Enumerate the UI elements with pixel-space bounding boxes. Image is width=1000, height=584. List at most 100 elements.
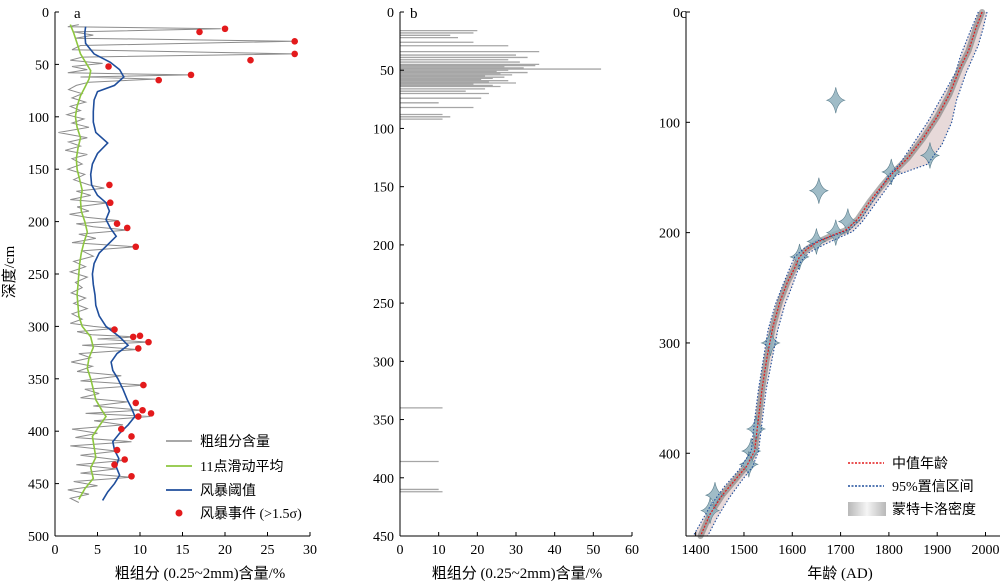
legend-label-threshold: 风暴阈值 bbox=[200, 483, 256, 499]
panel-b-x-tick-label: 30 bbox=[509, 543, 523, 558]
series-line-threshold bbox=[83, 26, 136, 501]
storm-event-point bbox=[291, 38, 299, 45]
panel-a-y-tick-label: 500 bbox=[28, 530, 49, 545]
legend-label-ci: 95%置信区间 bbox=[892, 479, 974, 495]
storm-event-point bbox=[247, 56, 254, 64]
panel-c-x-tick-label: 1400 bbox=[682, 543, 710, 558]
panel-a-x-tick-label: 15 bbox=[176, 543, 190, 558]
date-sample-shape bbox=[825, 87, 846, 114]
date-sample-shape bbox=[825, 219, 846, 246]
panel-c-lines bbox=[692, 11, 988, 537]
panel-a-y-tick-label: 300 bbox=[28, 320, 49, 335]
storm-event-point bbox=[291, 50, 299, 58]
panel-a-y-tick-label: 0 bbox=[42, 6, 49, 21]
storm-event-point bbox=[121, 456, 128, 463]
storm-event-point bbox=[111, 461, 118, 469]
panel-c-x-tick-label: 1900 bbox=[923, 543, 951, 558]
storm-event-point bbox=[113, 220, 121, 227]
panel-a-y-tick-label: 100 bbox=[28, 111, 49, 126]
panel-a-y-tick-label: 150 bbox=[28, 163, 49, 178]
panel-a-legend: 粗组分含量 11点滑动平均 风暴阈值 风暴事件 (>1.5σ) bbox=[166, 434, 302, 522]
panel-c-y-tick-label: 0 bbox=[673, 6, 680, 21]
panel-c-x-tick-label: 1700 bbox=[827, 543, 855, 558]
panel-a-series bbox=[58, 24, 294, 503]
storm-event-point bbox=[132, 243, 140, 251]
storm-event-point bbox=[139, 406, 146, 414]
panel-c-y-tick-label: 300 bbox=[659, 337, 680, 352]
legend-label-moving-avg: 11点滑动平均 bbox=[200, 458, 283, 475]
panel-b-x-tick-label: 20 bbox=[470, 543, 484, 558]
panel-b-xlabel: 粗组分 (0.25~2mm)含量/% bbox=[432, 565, 603, 582]
panel-b-x-tick-label: 0 bbox=[397, 543, 404, 558]
panel-c-x-tick-label: 1600 bbox=[778, 543, 806, 558]
panel-c-y-tick-label: 400 bbox=[659, 447, 680, 462]
panel-a-xlabel: 粗组分 (0.25~2mm)含量/% bbox=[115, 565, 286, 582]
storm-event-point bbox=[155, 76, 162, 84]
date-sample-shape bbox=[837, 208, 858, 235]
storm-event-point bbox=[128, 472, 135, 480]
ci-lower-line bbox=[692, 11, 979, 537]
date-sample-shape bbox=[745, 415, 767, 443]
legend-label-median: 中值年龄 bbox=[892, 456, 948, 472]
date-sample-shape bbox=[808, 177, 829, 204]
panel-a-x-tick-label: 10 bbox=[133, 543, 147, 558]
panel-c-x-tick-label: 2000 bbox=[972, 543, 1000, 558]
panel-b-x-tick-label: 50 bbox=[586, 543, 600, 558]
storm-event-point bbox=[118, 425, 125, 433]
storm-event-point bbox=[111, 326, 118, 333]
panel-b-y-tick-label: 350 bbox=[373, 414, 394, 429]
panel-b-y-tick-label: 150 bbox=[373, 181, 394, 196]
storm-event-point bbox=[147, 410, 155, 417]
storm-event-point bbox=[221, 25, 229, 33]
panel-b-y-tick-label: 400 bbox=[373, 472, 394, 487]
date-sample-shape bbox=[738, 451, 759, 478]
panel-b: 0 10 20 30 40 50 60 0 50 100 150 200 250 300 350 400 450… bbox=[373, 6, 639, 582]
storm-event-point bbox=[136, 332, 144, 340]
series-line-moving-avg bbox=[69, 24, 107, 500]
panel-c-label: c bbox=[680, 6, 687, 22]
panel-a-label: a bbox=[74, 6, 81, 22]
median-age-line bbox=[699, 11, 983, 537]
panel-b-x-tick-label: 10 bbox=[432, 543, 446, 558]
storm-event-point bbox=[196, 28, 203, 36]
storm-event-point bbox=[106, 181, 113, 189]
panel-a-ylabel: 深度/cm bbox=[1, 245, 18, 298]
panel-c-legend: 中值年龄 95%置信区间 蒙特卡洛密度 bbox=[848, 456, 976, 518]
storm-event-point bbox=[140, 381, 147, 389]
storm-event-point bbox=[135, 413, 142, 420]
storm-event-point bbox=[123, 224, 131, 232]
storm-event-point bbox=[105, 63, 112, 70]
legend-label-density: 蒙特卡洛密度 bbox=[892, 501, 976, 518]
panel-c-y-tick-label: 100 bbox=[659, 116, 680, 131]
panel-c-x-tick-label: 1800 bbox=[875, 543, 903, 558]
date-sample-shape bbox=[700, 497, 721, 524]
ci-upper-line bbox=[707, 11, 988, 537]
date-sample-shape bbox=[919, 142, 941, 169]
date-sample-shape bbox=[881, 158, 902, 186]
panel-a-y-tick-label: 400 bbox=[28, 425, 49, 440]
panel-b-y-tick-label: 300 bbox=[373, 355, 394, 370]
storm-event-point bbox=[106, 199, 114, 207]
panel-b-label: b bbox=[410, 6, 418, 22]
panel-a-x-tick-label: 25 bbox=[261, 543, 275, 558]
panel-b-x-tick-label: 60 bbox=[625, 543, 639, 558]
panel-a-y-tick-label: 250 bbox=[28, 268, 49, 283]
storm-event-point bbox=[113, 446, 121, 454]
panel-b-axes: 0 10 20 30 40 50 60 0 50 100 150 200 250 300 350 400 450 bbox=[373, 6, 639, 558]
panel-a-y-tick-label: 350 bbox=[28, 373, 49, 388]
panel-b-y-tick-label: 50 bbox=[380, 64, 394, 79]
panel-b-y-tick-label: 0 bbox=[387, 6, 394, 21]
panel-a-y-tick-label: 450 bbox=[28, 478, 49, 493]
storm-event-point bbox=[145, 338, 152, 346]
panel-b-y-tick-label: 100 bbox=[373, 122, 394, 137]
legend-label-event: 风暴事件 (>1.5σ) bbox=[200, 506, 302, 522]
legend-label-coarse: 粗组分含量 bbox=[200, 434, 270, 450]
panel-b-bars bbox=[400, 29, 602, 493]
panel-c-y-tick-label: 200 bbox=[659, 227, 680, 242]
storm-event-point bbox=[135, 345, 142, 352]
panel-a-x-tick-label: 20 bbox=[218, 543, 232, 558]
panel-c: 1400 1500 1600 1700 1800 1900 2000 0 100 200 300 40… bbox=[659, 6, 1000, 582]
panel-c-xlabel: 年龄 (AD) bbox=[807, 565, 872, 582]
panel-a-y-tick-label: 200 bbox=[28, 216, 49, 231]
